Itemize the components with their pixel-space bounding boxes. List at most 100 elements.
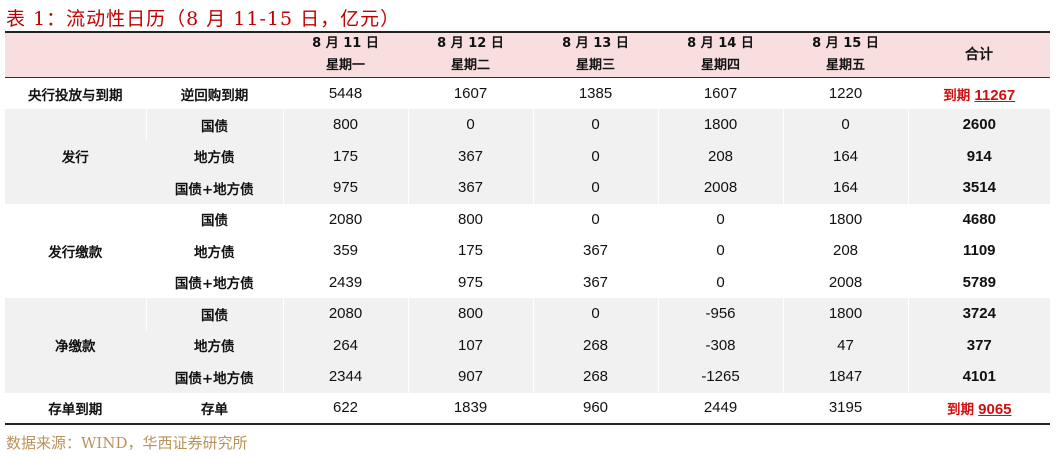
- table-row: 国债+地方债 975 367 0 2008 164 3514: [5, 172, 1050, 204]
- value-cell: 1800: [657, 109, 783, 141]
- value-cell: 800: [407, 298, 533, 330]
- value-cell: 1847: [782, 361, 908, 393]
- header-total: 合计: [908, 32, 1050, 78]
- table-row: 国债+地方债 2439 975 367 0 2008 5789: [5, 266, 1050, 298]
- value-cell: 367: [407, 172, 533, 204]
- row-label: 国债: [145, 109, 283, 141]
- row-group-label: 发行缴款: [48, 244, 103, 261]
- total-cell: 到期 9065: [907, 392, 1050, 424]
- header-blank: [5, 32, 146, 78]
- table-row: 央行投放与到期 逆回购到期 5448 1607 1385 1607 1220 到期 11267: [5, 77, 1050, 109]
- value-cell: 2439: [282, 266, 408, 298]
- value-cell: 975: [407, 266, 533, 298]
- value-cell: 1800: [782, 298, 908, 330]
- table-title: 表 1：流动性日历（8 月 11-15 日，亿元）: [6, 8, 401, 30]
- table-row: 国债+地方债 2344 907 268 -1265 1847 4101: [5, 361, 1050, 393]
- row-label: 逆回购到期: [145, 77, 283, 109]
- table-row: 地方债 264 107 268 -308 47 377: [5, 329, 1050, 361]
- value-cell: 175: [282, 140, 408, 172]
- header-weekday: 星期一: [325, 58, 365, 73]
- table-row: 净缴款 国债 2080 800 0 -956 1800 3724: [5, 298, 1050, 355]
- row-label: 存单: [145, 392, 283, 424]
- header-weekday: 星期四: [700, 58, 740, 73]
- row-label: 地方债: [194, 339, 235, 356]
- value-cell: -956: [657, 298, 783, 330]
- table-row: 发行缴款 国债 2080 800 0 0 1800 4680: [5, 203, 1050, 261]
- header-weekday: 星期三: [575, 58, 615, 73]
- value-cell: 2080: [282, 203, 408, 235]
- value-cell: 268: [532, 361, 658, 393]
- row-group-label: 发行: [61, 150, 89, 167]
- total-cell: 377: [907, 329, 1050, 361]
- row-group-label: 存单到期: [48, 401, 103, 418]
- value-cell: 2344: [282, 361, 408, 393]
- value-cell: 264: [282, 329, 408, 361]
- total-cell: 4101: [907, 361, 1050, 393]
- row-label: 国债+地方债: [174, 181, 254, 198]
- value-cell: 622: [282, 392, 408, 424]
- value-cell: 1839: [407, 392, 533, 424]
- header-day: 8 月 12 日星期二: [408, 32, 533, 78]
- table-row: 地方债 359 175 367 0 208 1109: [5, 235, 1050, 267]
- value-cell: 800: [282, 109, 408, 141]
- value-cell: 0: [782, 109, 908, 141]
- header-blank: [146, 32, 283, 78]
- header-date: 8 月 15 日: [812, 36, 879, 51]
- value-cell: 0: [532, 172, 658, 204]
- value-cell: 0: [657, 266, 783, 298]
- total-cell: 2600: [907, 109, 1050, 141]
- value-cell: 359: [282, 235, 408, 267]
- header-row: 8 月 11 日星期一 8 月 12 日星期二 8 月 13 日星期三 8 月 …: [5, 32, 1050, 78]
- total-cell: 3724: [907, 298, 1050, 330]
- value-cell: 175: [407, 235, 533, 267]
- total-cell: 1109: [907, 235, 1050, 267]
- value-cell: 975: [282, 172, 408, 204]
- value-cell: 2008: [657, 172, 783, 204]
- value-cell: 960: [532, 392, 658, 424]
- total-cell: 914: [907, 140, 1050, 172]
- header-day: 8 月 15 日星期五: [783, 32, 908, 78]
- value-cell: 208: [782, 235, 908, 267]
- row-label: 地方债: [194, 244, 235, 261]
- value-cell: 2449: [657, 392, 783, 424]
- total-cell: 4680: [907, 203, 1050, 235]
- value-cell: -1265: [657, 361, 783, 393]
- total-cell: 到期 11267: [907, 77, 1050, 109]
- header-date: 8 月 14 日: [687, 36, 754, 51]
- value-cell: 1607: [407, 77, 533, 109]
- table-row: 存单到期 存单 622 1839 960 2449 3195 到期 9065: [5, 392, 1050, 424]
- value-cell: 47: [782, 329, 908, 361]
- value-cell: 107: [407, 329, 533, 361]
- row-label: 国债+地方债: [174, 276, 254, 293]
- table-row: 发行 国债 800 0 0 1800 0 2600: [5, 109, 1050, 166]
- value-cell: 2080: [282, 298, 408, 330]
- value-cell: 0: [407, 109, 533, 141]
- row-group-label: 央行投放与到期: [28, 87, 123, 104]
- value-cell: 367: [532, 235, 658, 267]
- value-cell: 0: [657, 235, 783, 267]
- total-value: 11267: [974, 86, 1016, 104]
- liquidity-calendar-table: 8 月 11 日星期一 8 月 12 日星期二 8 月 13 日星期三 8 月 …: [5, 31, 1050, 425]
- value-cell: 1385: [532, 77, 658, 109]
- value-cell: 1800: [782, 203, 908, 235]
- header-date: 8 月 12 日: [437, 36, 504, 51]
- row-group-label: 净缴款: [55, 339, 96, 356]
- header-date: 8 月 11 日: [312, 36, 379, 51]
- value-cell: 5448: [282, 77, 408, 109]
- total-cell: 5789: [907, 266, 1050, 298]
- header-weekday: 星期五: [825, 58, 865, 73]
- value-cell: 2008: [782, 266, 908, 298]
- value-cell: 0: [532, 203, 658, 235]
- row-label: 地方债: [194, 150, 235, 167]
- table-row: 地方债 175 367 0 208 164 914: [5, 140, 1050, 172]
- total-cell: 3514: [907, 172, 1050, 204]
- total-value: 9065: [978, 400, 1012, 418]
- value-cell: 3195: [782, 392, 908, 424]
- header-date: 8 月 13 日: [562, 36, 629, 51]
- value-cell: 367: [532, 266, 658, 298]
- value-cell: 367: [407, 140, 533, 172]
- value-cell: 907: [407, 361, 533, 393]
- header-day: 8 月 11 日星期一: [283, 32, 408, 78]
- value-cell: 1607: [657, 77, 783, 109]
- value-cell: 268: [532, 329, 658, 361]
